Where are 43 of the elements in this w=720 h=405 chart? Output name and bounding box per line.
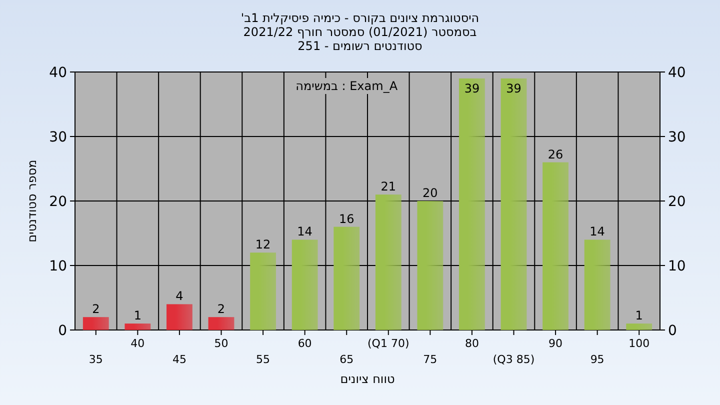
y-tick-label: 10 <box>49 258 67 274</box>
y-tick-label: 0 <box>58 323 67 339</box>
y2-tick-label: 10 <box>668 258 686 274</box>
x-tick-label: 90 <box>548 337 563 350</box>
data-label: 20 <box>422 186 438 200</box>
y2-tick-label: 0 <box>668 323 677 339</box>
data-label: 21 <box>380 180 396 194</box>
x-tick-label: 55 <box>256 353 270 366</box>
x-tick-label: 50 <box>214 337 228 350</box>
y-tick-label: 40 <box>49 65 67 81</box>
y2-tick-label: 30 <box>668 130 686 146</box>
data-label: 1 <box>134 308 142 323</box>
data-label: 2 <box>217 302 226 316</box>
x-tick-label: 40 <box>130 337 145 350</box>
y-axis-title: מספר סטודנטים <box>25 160 39 242</box>
data-label: 39 <box>506 81 522 96</box>
data-label: 1 <box>635 308 643 323</box>
x-tick-label: 100 <box>628 337 650 350</box>
data-label: 39 <box>464 81 480 96</box>
y-tick-label: 20 <box>49 194 67 210</box>
y-tick-label: 30 <box>49 130 67 146</box>
x-tick-label: (Q1 70) <box>368 337 410 350</box>
x-tick-label: 60 <box>298 337 312 350</box>
x-axis-title: טווח ציונים <box>340 372 395 386</box>
data-label: 14 <box>297 224 312 239</box>
x-tick-label: 75 <box>423 353 438 366</box>
data-label: 14 <box>590 224 605 239</box>
data-label: 26 <box>548 147 564 162</box>
chart-title: היסטוגרמת ציונים בקורס - כימיה פיסיקלית 1ב' <box>240 11 480 25</box>
y2-tick-label: 20 <box>668 194 686 210</box>
x-tick-label: 95 <box>590 353 604 366</box>
x-tick-label: 65 <box>340 353 354 366</box>
x-tick-label: 45 <box>172 353 186 366</box>
data-label: 16 <box>338 212 354 226</box>
y2-tick-label: 40 <box>668 65 686 81</box>
data-label: 12 <box>255 238 271 252</box>
data-label: 2 <box>92 302 100 316</box>
x-tick-label: 35 <box>88 353 103 366</box>
chart-subtitle: בסמסטר (01/2021) סמסטר חורף 2021/22 סטודנטים רשומים - 251 <box>243 25 477 53</box>
data-label: 4 <box>176 289 184 304</box>
x-tick-label: (Q3 85) <box>492 353 535 366</box>
x-tick-label: 80 <box>464 337 479 350</box>
annotation: במשימה : Exam_A <box>296 79 398 93</box>
